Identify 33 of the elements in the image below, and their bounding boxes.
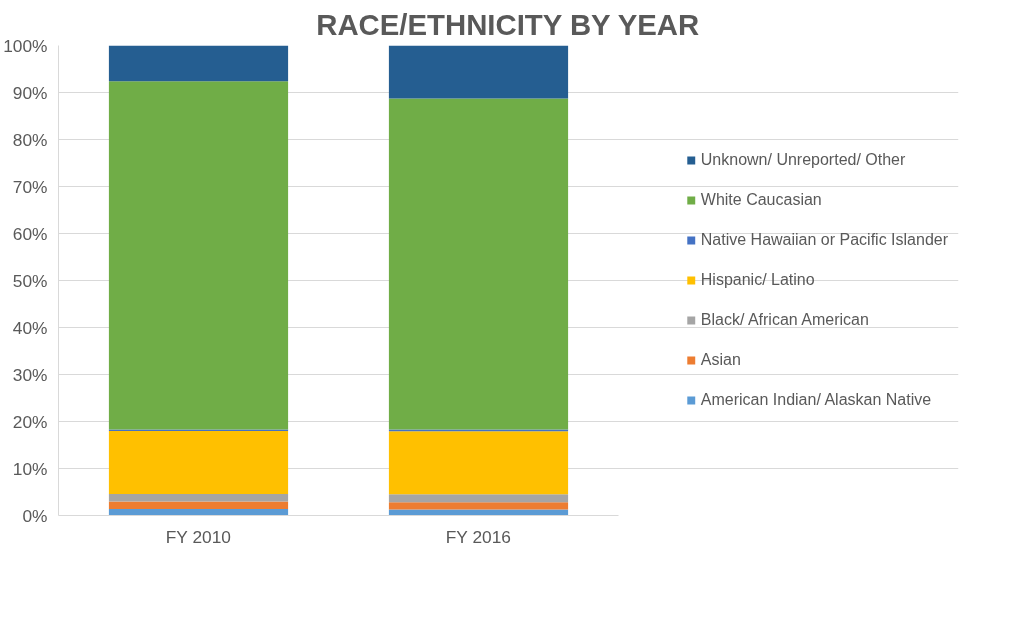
y-tick-label: 10% (12, 458, 48, 479)
bar (388, 431, 569, 495)
bar (108, 508, 289, 516)
chart-title: RACE/ETHNICITY BY YEAR (316, 7, 700, 41)
bar (108, 45, 289, 82)
y-tick-label: 100% (3, 35, 48, 56)
bar (108, 501, 289, 509)
y-tick-label: 60% (12, 223, 48, 244)
bar (108, 493, 289, 502)
legend-label: Unknown/ Unreported/ Other (700, 151, 906, 169)
bar (388, 98, 569, 430)
y-tick-label: 50% (12, 270, 48, 291)
legend-label: Black/ African American (700, 311, 869, 329)
bar (388, 509, 569, 516)
bar (388, 502, 569, 510)
y-tick-label: 70% (12, 176, 48, 197)
bar (388, 45, 569, 99)
y-tick-label: 0% (22, 505, 48, 526)
y-tick-label: 80% (12, 129, 48, 150)
y-tick-label: 30% (12, 364, 48, 385)
legend-label: Hispanic/ Latino (700, 271, 815, 289)
legend-label: American Indian/ Alaskan Native (700, 391, 932, 409)
bar (108, 81, 289, 430)
x-tick-label: FY 2010 (165, 526, 231, 547)
legend-label: White Caucasian (700, 191, 822, 209)
legend-label: Asian (700, 351, 741, 369)
y-tick-label: 20% (12, 411, 48, 432)
legend-label: Native Hawaiian or Pacific Islander (700, 231, 948, 249)
bar (388, 494, 569, 503)
x-tick-label: FY 2016 (445, 526, 511, 547)
bar (108, 430, 289, 494)
y-tick-label: 40% (12, 317, 48, 338)
y-tick-label: 90% (12, 82, 48, 103)
